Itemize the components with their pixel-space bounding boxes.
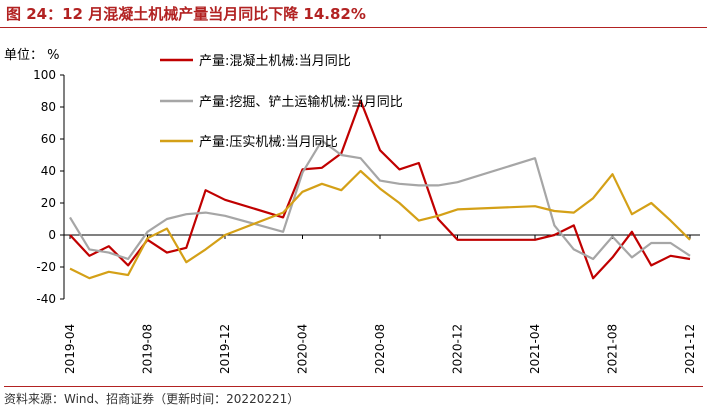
chart-legend: 产量:混凝土机械:当月同比产量:挖掘、铲土运输机械:当月同比产量:压实机械:当月… — [160, 53, 403, 150]
y-tick-label: 0 — [48, 228, 56, 242]
unit-label: 单位： % — [4, 48, 60, 63]
line-chart: 100 80 60 40 20 0 -20 -40 2019-04 2019-08 2019-12 2… — [33, 53, 700, 374]
series-line-2 — [69, 139, 691, 261]
x-tick-label: 2019-08 — [141, 324, 155, 374]
y-tick-label: 60 — [41, 132, 56, 146]
chart-title: 图 24：12 月混凝土机械产量当月同比下降 14.82% — [0, 0, 707, 28]
y-tick-label: 100 — [33, 68, 56, 82]
y-tick-label: 40 — [41, 164, 56, 178]
y-tick-label: -40 — [36, 292, 56, 306]
legend-label-2: 产量:挖掘、铲土运输机械:当月同比 — [199, 94, 403, 110]
series-line-3 — [69, 169, 691, 280]
x-tick-label: 2019-12 — [218, 324, 232, 374]
chart-axes: 100 80 60 40 20 0 -20 -40 2019-04 2019-08 2019-12 2… — [33, 68, 700, 374]
y-tick-label: -20 — [36, 260, 56, 274]
legend-label-1: 产量:混凝土机械:当月同比 — [199, 53, 351, 69]
x-tick-label: 2020-08 — [373, 324, 387, 374]
x-tick-label: 2019-04 — [63, 324, 77, 374]
x-tick-label: 2021-12 — [683, 324, 697, 374]
series-layer — [69, 99, 691, 280]
y-tick-label: 80 — [41, 100, 56, 114]
legend-label-3: 产量:压实机械:当月同比 — [199, 135, 338, 150]
x-tick-label: 2021-08 — [606, 324, 620, 374]
source-note: 资料来源：Wind、招商证券（更新时间：20220221） — [4, 386, 703, 407]
x-tick-label: 2020-12 — [451, 324, 465, 374]
x-tick-label: 2020-04 — [296, 324, 310, 374]
series-line-1 — [69, 99, 691, 280]
x-tick-label: 2021-04 — [528, 324, 542, 374]
y-tick-label: 20 — [41, 196, 56, 210]
